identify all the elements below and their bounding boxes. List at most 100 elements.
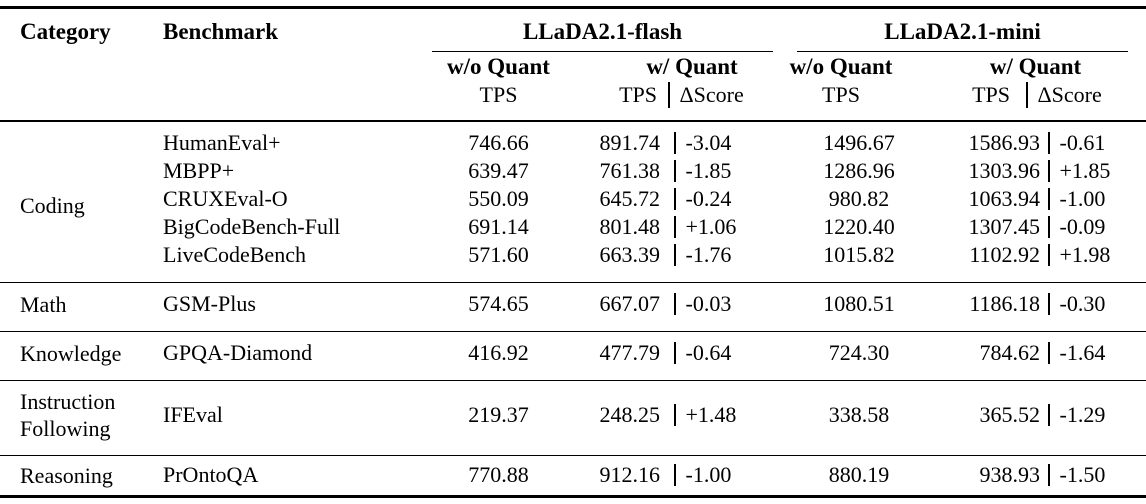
cell-flash-w-tps: 891.74 <box>599 130 661 155</box>
cell-flash-wo-tps: 219.37 <box>468 402 529 427</box>
mini-delta-value: -1.29 <box>1059 402 1106 427</box>
column-divider-icon <box>674 404 676 426</box>
cell-flash-w-tps: 667.07 <box>599 291 661 316</box>
table-section: Math GSM-Plus 574.65 667.07 -0.03 1080.5… <box>0 282 1146 332</box>
mini-delta-value: -1.64 <box>1059 340 1106 365</box>
cell-flash-wo-tps: 770.88 <box>468 462 529 487</box>
table-section: Coding HumanEval+ 746.66 891.74 -3.04 14… <box>0 121 1146 283</box>
column-divider-icon <box>674 188 676 210</box>
column-header-flash-w-tps: TPS <box>619 82 657 107</box>
cell-benchmark: GPQA-Diamond <box>163 340 313 365</box>
mini-delta-value: -1.00 <box>1059 186 1106 211</box>
column-divider-icon <box>1048 342 1050 364</box>
cell-mini-w-tps: 1303.96 <box>968 158 1041 183</box>
cell-mini-delta-score: -1.64 <box>1040 332 1146 381</box>
cell-mini-wo-tps: 724.30 <box>828 340 890 365</box>
cell-flash-w-tps: 663.39 <box>599 242 661 267</box>
column-header-mini-w-tps: TPS <box>972 82 1011 107</box>
table-row: LiveCodeBench 571.60 663.39 -1.76 1015.8… <box>0 241 1146 283</box>
cell-mini-w-tps: 1307.45 <box>968 214 1041 239</box>
flash-delta-value: +1.48 <box>685 402 737 427</box>
cell-flash-w-tps: 477.79 <box>599 340 661 365</box>
cell-benchmark: PrOntoQA <box>163 462 259 487</box>
cell-benchmark: LiveCodeBench <box>163 242 306 267</box>
cell-flash-delta-score: -1.00 <box>662 456 773 497</box>
cell-flash-w-tps: 912.16 <box>599 462 661 487</box>
cell-mini-w-tps: 1186.18 <box>969 291 1041 316</box>
column-divider-icon <box>1048 464 1050 486</box>
cell-mini-wo-tps: 1496.67 <box>823 130 895 155</box>
cell-mini-w-tps: 1102.92 <box>969 242 1041 267</box>
cell-flash-delta-score: -1.76 <box>662 241 773 283</box>
cell-mini-wo-tps: 1286.96 <box>823 158 895 183</box>
cell-mini-wo-tps: 1220.40 <box>823 214 895 239</box>
cell-mini-w-tps: 1063.94 <box>968 186 1041 211</box>
cell-mini-wo-tps: 880.19 <box>828 462 890 487</box>
column-divider-icon <box>1048 244 1050 266</box>
column-header-mini-w-quant: w/ Quant <box>989 54 1082 79</box>
cell-flash-delta-score: -0.03 <box>662 283 773 332</box>
column-divider-icon <box>674 244 676 266</box>
cell-flash-w-tps: 248.25 <box>599 402 661 427</box>
cell-benchmark: BigCodeBench-Full <box>163 214 341 239</box>
cell-flash-wo-tps: 691.14 <box>468 214 529 239</box>
column-divider-icon <box>674 216 676 238</box>
column-group-mini: LLaDA2.1-mini <box>773 8 1146 52</box>
cell-mini-w-tps: 1586.93 <box>968 130 1041 155</box>
cell-benchmark: HumanEval+ <box>163 130 281 155</box>
column-header-flash-wo-tps: TPS <box>479 82 518 107</box>
column-group-flash: LLaDA2.1-flash <box>432 8 774 52</box>
cell-flash-delta-score: +1.06 <box>662 213 773 241</box>
cell-mini-delta-score: +1.85 <box>1040 157 1146 185</box>
cell-mini-wo-tps: 1080.51 <box>823 291 895 316</box>
cell-flash-wo-tps: 571.60 <box>468 242 529 267</box>
mini-delta-value: +1.85 <box>1059 158 1111 183</box>
column-header-mini-wo-tps: TPS <box>822 82 860 107</box>
column-divider-icon <box>674 293 676 315</box>
cell-flash-w-tps: 761.38 <box>599 158 661 183</box>
cell-mini-w-tps: 784.62 <box>979 340 1041 365</box>
table-row: Knowledge GPQA-Diamond 416.92 477.79 -0.… <box>0 332 1146 381</box>
cell-mini-delta-score: -1.00 <box>1040 185 1146 213</box>
table-section: Reasoning PrOntoQA 770.88 912.16 -1.00 8… <box>0 455 1146 497</box>
cell-flash-wo-tps: 746.66 <box>468 130 529 155</box>
flash-delta-value: -1.00 <box>685 462 732 487</box>
mini-delta-value: -0.61 <box>1059 130 1106 155</box>
column-header-mini-wo-quant: w/o Quant <box>789 54 893 79</box>
column-header-flash-wo-quant: w/o Quant <box>447 54 550 79</box>
mini-delta-value: -1.50 <box>1059 462 1106 487</box>
column-header-flash-delta: ΔScore <box>662 82 773 121</box>
column-divider-icon <box>674 160 676 182</box>
column-divider-icon <box>674 464 676 486</box>
cell-flash-wo-tps: 416.92 <box>468 340 529 365</box>
cell-flash-delta-score: -3.04 <box>662 121 773 157</box>
delta-score-label: ΔScore <box>1037 82 1102 107</box>
group-title-mini: LLaDA2.1-mini <box>797 19 1129 52</box>
column-divider-icon <box>1048 404 1050 426</box>
cell-category: Knowledge <box>20 340 122 366</box>
cell-flash-w-tps: 801.48 <box>599 214 661 239</box>
flash-delta-value: -0.03 <box>685 291 732 316</box>
mini-delta-value: +1.98 <box>1059 242 1111 267</box>
cell-mini-wo-tps: 338.58 <box>828 402 890 427</box>
flash-delta-value: +1.06 <box>685 214 737 239</box>
cell-mini-delta-score: -1.50 <box>1040 456 1146 497</box>
table-section: Knowledge GPQA-Diamond 416.92 477.79 -0.… <box>0 331 1146 381</box>
table-row: BigCodeBench-Full 691.14 801.48 +1.06 12… <box>0 213 1146 241</box>
column-divider-icon <box>668 82 670 108</box>
cell-flash-wo-tps: 639.47 <box>468 158 529 183</box>
cell-category: Reasoning <box>20 462 113 488</box>
table-row: Instruction Following IFEval 219.37 248.… <box>0 381 1146 456</box>
group-title-flash: LLaDA2.1-flash <box>432 19 774 52</box>
cell-mini-delta-score: +1.98 <box>1040 241 1146 283</box>
flash-delta-value: -0.64 <box>685 340 732 365</box>
cell-category: Math <box>20 291 67 317</box>
column-divider-icon <box>1048 132 1050 154</box>
flash-delta-value: -1.76 <box>685 242 732 267</box>
column-header-category: Category <box>20 19 111 44</box>
flash-delta-value: -3.04 <box>685 130 732 155</box>
cell-flash-wo-tps: 574.65 <box>468 291 529 316</box>
mini-delta-value: -0.09 <box>1059 214 1106 239</box>
cell-flash-delta-score: -0.64 <box>662 332 773 381</box>
